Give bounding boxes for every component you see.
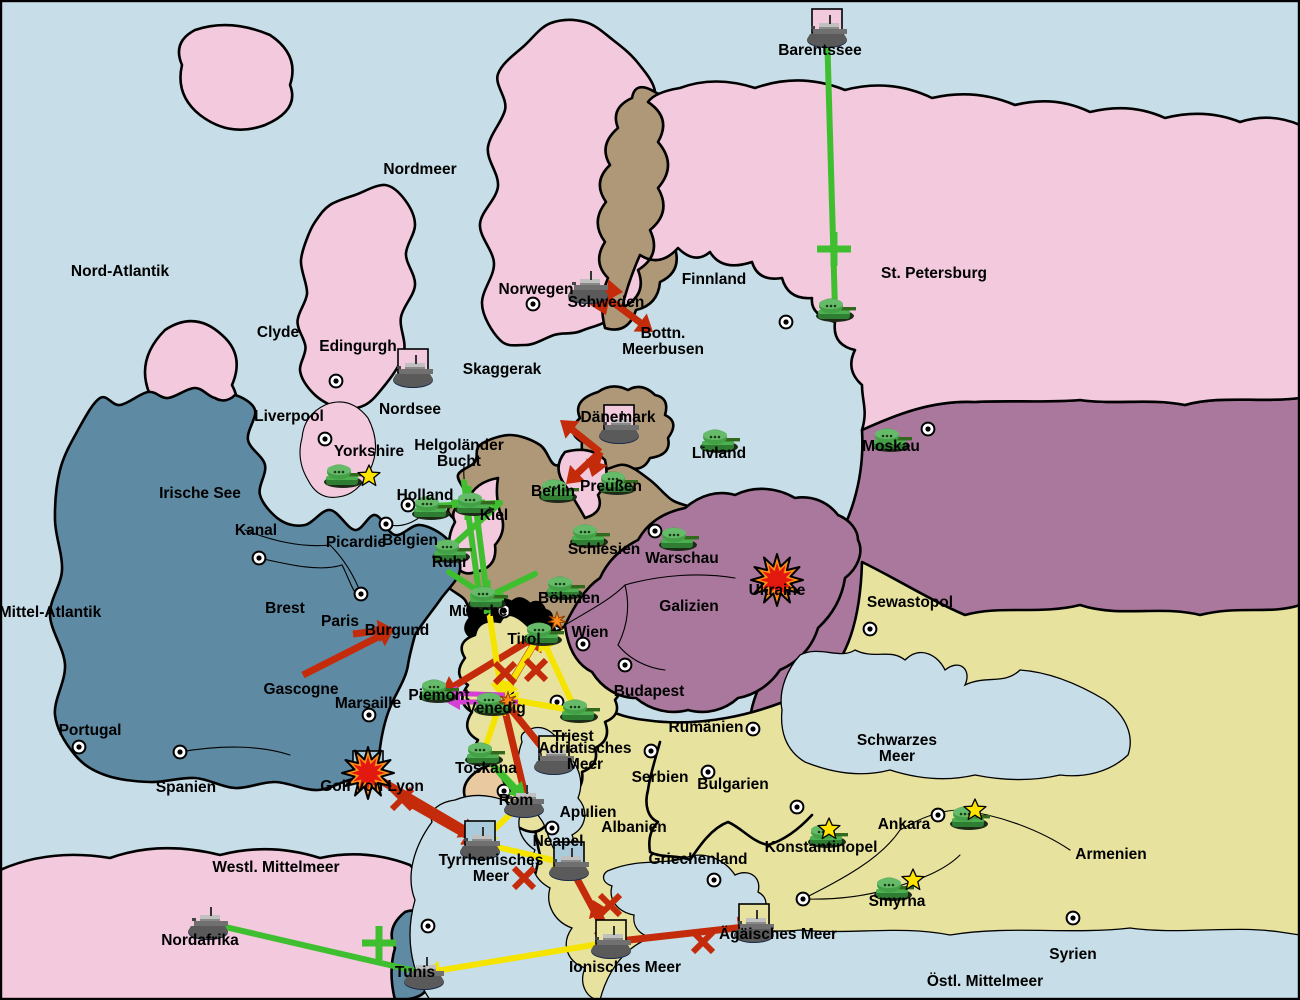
svg-text:Brest: Brest bbox=[265, 600, 305, 617]
svg-text:Paris: Paris bbox=[321, 613, 359, 630]
svg-text:Griechenland: Griechenland bbox=[648, 851, 747, 868]
svg-text:Meerbusen: Meerbusen bbox=[622, 341, 704, 358]
svg-text:Rumänien: Rumänien bbox=[669, 719, 744, 736]
svg-text:Neapel: Neapel bbox=[533, 833, 584, 850]
svg-text:Ankara: Ankara bbox=[878, 816, 931, 833]
svg-text:Nordsee: Nordsee bbox=[379, 401, 441, 418]
svg-text:Mittel-Atlantik: Mittel-Atlantik bbox=[0, 604, 102, 621]
svg-text:Yorkshire: Yorkshire bbox=[334, 443, 405, 460]
svg-text:Marsaille: Marsaille bbox=[335, 695, 402, 712]
svg-text:Nordmeer: Nordmeer bbox=[383, 161, 456, 178]
svg-text:Toskana: Toskana bbox=[455, 760, 517, 777]
svg-text:Ukraine: Ukraine bbox=[749, 582, 806, 599]
svg-text:Meer: Meer bbox=[567, 756, 603, 773]
svg-text:Tirol: Tirol bbox=[507, 631, 540, 648]
svg-text:Bottn.: Bottn. bbox=[641, 325, 686, 342]
svg-text:Bulgarien: Bulgarien bbox=[697, 776, 768, 793]
svg-text:Böhmen: Böhmen bbox=[538, 590, 600, 607]
svg-text:Ruhr: Ruhr bbox=[432, 554, 468, 571]
svg-text:Belgien: Belgien bbox=[382, 532, 438, 549]
svg-text:Tyrrhenisches: Tyrrhenisches bbox=[439, 852, 544, 869]
svg-text:Moskau: Moskau bbox=[862, 438, 920, 455]
svg-text:Irische See: Irische See bbox=[159, 485, 241, 502]
svg-text:Budapest: Budapest bbox=[614, 683, 685, 700]
svg-text:Nord-Atlantik: Nord-Atlantik bbox=[71, 263, 170, 280]
svg-text:Schlesien: Schlesien bbox=[568, 541, 640, 558]
svg-text:Berlin: Berlin bbox=[531, 483, 575, 500]
svg-text:Schweden: Schweden bbox=[568, 294, 645, 311]
svg-text:Norwegen: Norwegen bbox=[499, 281, 574, 298]
svg-text:Galizien: Galizien bbox=[659, 598, 718, 615]
svg-text:Armenien: Armenien bbox=[1075, 846, 1147, 863]
svg-text:Edingurgh: Edingurgh bbox=[319, 338, 397, 355]
svg-text:Skaggerak: Skaggerak bbox=[463, 361, 542, 378]
svg-text:Finnland: Finnland bbox=[682, 271, 747, 288]
svg-text:Clyde: Clyde bbox=[257, 324, 300, 341]
svg-text:Livland: Livland bbox=[692, 445, 746, 462]
svg-text:Konstantinopel: Konstantinopel bbox=[765, 839, 878, 856]
svg-text:Holland: Holland bbox=[397, 487, 454, 504]
svg-text:Spanien: Spanien bbox=[156, 779, 216, 796]
svg-text:Picardie: Picardie bbox=[326, 534, 387, 551]
svg-text:Dänemark: Dänemark bbox=[581, 409, 656, 426]
svg-text:Ionisches Meer: Ionisches Meer bbox=[569, 959, 681, 976]
svg-text:Syrien: Syrien bbox=[1049, 946, 1096, 963]
svg-text:Tunis: Tunis bbox=[395, 964, 435, 981]
svg-text:Albanien: Albanien bbox=[601, 819, 666, 836]
svg-text:Burgund: Burgund bbox=[365, 622, 430, 639]
svg-text:Preußen: Preußen bbox=[580, 478, 642, 495]
svg-text:Serbien: Serbien bbox=[632, 769, 689, 786]
svg-text:Warschau: Warschau bbox=[645, 550, 719, 567]
svg-text:München: München bbox=[449, 603, 517, 620]
svg-text:Piemont: Piemont bbox=[408, 687, 469, 704]
svg-text:Barentssee: Barentssee bbox=[778, 42, 862, 59]
svg-text:Smyrna: Smyrna bbox=[869, 893, 926, 910]
svg-text:Östl. Mittelmeer: Östl. Mittelmeer bbox=[927, 973, 1043, 990]
svg-text:Helgoländer: Helgoländer bbox=[414, 437, 504, 454]
svg-text:Kiel: Kiel bbox=[480, 507, 508, 524]
svg-text:Liverpool: Liverpool bbox=[254, 408, 324, 425]
svg-text:Sewastopol: Sewastopol bbox=[867, 594, 953, 611]
svg-text:Schwarzes: Schwarzes bbox=[857, 732, 937, 749]
svg-text:Adriatisches: Adriatisches bbox=[538, 740, 631, 757]
svg-text:Wien: Wien bbox=[572, 624, 609, 641]
svg-text:Portugal: Portugal bbox=[59, 722, 122, 739]
svg-text:Kanal: Kanal bbox=[235, 522, 277, 539]
svg-text:Rom: Rom bbox=[499, 792, 533, 809]
svg-text:Golf von Lyon: Golf von Lyon bbox=[320, 778, 424, 795]
svg-text:Ägäisches Meer: Ägäisches Meer bbox=[719, 926, 837, 943]
svg-text:Meer: Meer bbox=[473, 868, 509, 885]
svg-text:Meer: Meer bbox=[879, 748, 915, 765]
svg-text:Venedig: Venedig bbox=[466, 700, 525, 717]
svg-text:Bucht: Bucht bbox=[437, 453, 481, 470]
svg-text:Westl. Mittelmeer: Westl. Mittelmeer bbox=[212, 859, 339, 876]
svg-text:Gascogne: Gascogne bbox=[264, 681, 339, 698]
svg-text:Nordafrika: Nordafrika bbox=[161, 932, 239, 949]
svg-text:St. Petersburg: St. Petersburg bbox=[881, 265, 987, 282]
